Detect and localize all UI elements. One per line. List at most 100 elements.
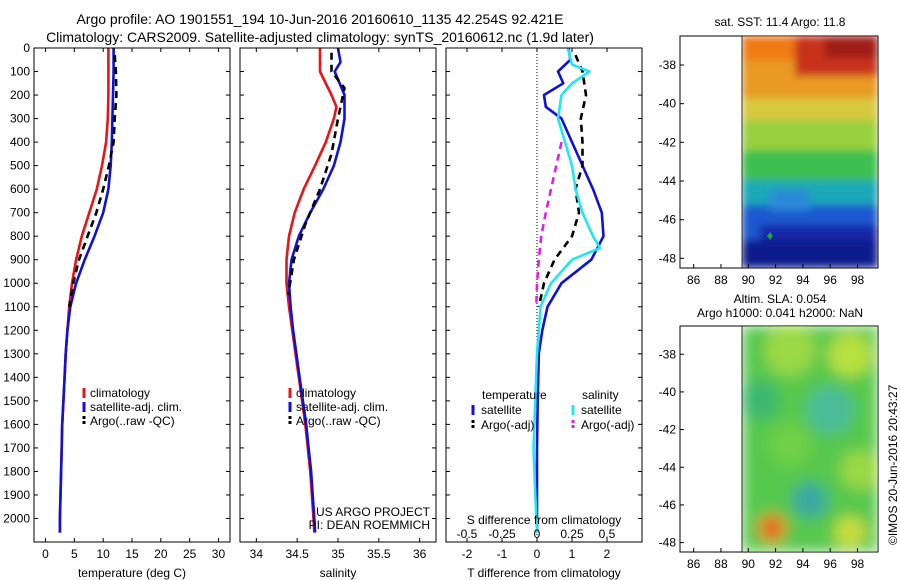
secondary-axis-label: S difference from climatology xyxy=(467,513,622,527)
series-line-climatology xyxy=(58,48,110,533)
legend-label: Argo(..raw -QC) xyxy=(296,414,381,428)
x-tick-label: 1 xyxy=(569,547,576,561)
y-tick-label: 900 xyxy=(10,253,30,267)
map-lat-label: -42 xyxy=(659,135,677,149)
x-tick-label: 10 xyxy=(96,547,110,561)
x-tick-label: 35.5 xyxy=(367,547,391,561)
x-axis-label: temperature (deg C) xyxy=(78,566,186,580)
x-tick-label: 35 xyxy=(331,547,345,561)
map-lat-label: -40 xyxy=(659,97,677,111)
legend-label: satellite xyxy=(581,403,622,417)
x-tick-label: 34 xyxy=(250,547,264,561)
secondary-tick-label: 0.25 xyxy=(560,527,584,541)
legend-label: climatology xyxy=(296,386,356,400)
x-tick-label: 36 xyxy=(413,547,427,561)
y-tick-label: 1100 xyxy=(4,300,30,314)
x-tick-label: 20 xyxy=(154,547,168,561)
map-lat-label: -40 xyxy=(659,385,677,399)
y-tick-label: 1400 xyxy=(3,370,30,384)
legend-label: climatology xyxy=(90,386,150,400)
x-tick-label: 15 xyxy=(125,547,139,561)
x-tick-label: 0 xyxy=(42,547,49,561)
series-line-salinity-argo-adj- xyxy=(535,141,563,307)
x-tick-label: 30 xyxy=(212,547,226,561)
series-line-climatology xyxy=(285,48,338,533)
panel-frame xyxy=(445,47,643,543)
map-lon-label: 92 xyxy=(769,557,783,571)
secondary-tick-label: -0.25 xyxy=(488,527,516,541)
series-line-satellite-adj-clim- xyxy=(287,48,346,533)
panel-frame xyxy=(33,47,231,543)
map-lon-label: 96 xyxy=(824,557,838,571)
y-tick-label: 400 xyxy=(10,135,30,149)
x-tick-label: 25 xyxy=(183,547,197,561)
secondary-tick-label: 0.5 xyxy=(599,527,616,541)
series-line-salinity-satellite xyxy=(532,48,602,533)
y-tick-label: 0 xyxy=(23,41,30,55)
y-tick-label: 1800 xyxy=(3,464,30,478)
map-lat-label: -44 xyxy=(659,174,677,188)
sla-title-1: Altim. SLA: 0.054 xyxy=(733,292,827,306)
series-line-temperature-argo-adj- xyxy=(537,54,588,308)
map-lat-label: -38 xyxy=(659,347,677,361)
legend-label: Argo(-adj) xyxy=(581,418,634,432)
pi-annotation: US ARGO PROJECT xyxy=(316,505,431,519)
argo-location-marker xyxy=(767,232,773,240)
map-lon-label: 86 xyxy=(687,273,701,287)
y-tick-label: 1600 xyxy=(3,417,30,431)
sst-title: sat. SST: 11.4 Argo: 11.8 xyxy=(714,15,846,29)
sst-map xyxy=(679,35,879,269)
y-tick-label: 300 xyxy=(10,112,30,126)
x-tick-label: 5 xyxy=(71,547,78,561)
map-lon-label: 88 xyxy=(714,273,728,287)
y-tick-label: 1500 xyxy=(3,394,30,408)
map-lat-label: -46 xyxy=(659,498,677,512)
x-tick-label: -1 xyxy=(497,547,508,561)
legend-title-temperature: temperature xyxy=(482,388,547,402)
credit-stamp: ©IMOS 20-Jun-2016 20:43:27 xyxy=(886,384,900,545)
map-lon-label: 96 xyxy=(824,273,838,287)
y-tick-label: 800 xyxy=(10,229,30,243)
map-lat-label: -44 xyxy=(659,460,677,474)
map-lat-label: -48 xyxy=(659,536,677,550)
series-line-argo-raw-qc- xyxy=(286,52,346,296)
map-lon-label: 90 xyxy=(742,557,756,571)
x-tick-label: 2 xyxy=(604,547,611,561)
sla-map xyxy=(679,325,879,553)
legend-label: satellite-adj. clim. xyxy=(296,400,388,414)
map-lon-label: 94 xyxy=(796,273,810,287)
series-line-argo-raw-qc- xyxy=(67,55,118,308)
legend-label: satellite-adj. clim. xyxy=(90,400,182,414)
x-tick-label: 34.5 xyxy=(285,547,309,561)
map-lat-label: -42 xyxy=(659,423,677,437)
legend-label: satellite xyxy=(481,403,522,417)
y-tick-label: 200 xyxy=(10,88,30,102)
legend-title-salinity: salinity xyxy=(582,388,619,402)
y-tick-label: 500 xyxy=(10,159,30,173)
x-axis-label: T difference from climatology xyxy=(467,566,621,580)
pi-annotation: PI: DEAN ROEMMICH xyxy=(309,518,430,532)
y-tick-label: 1000 xyxy=(3,276,30,290)
y-tick-label: 2000 xyxy=(3,511,30,525)
secondary-tick-label: 0 xyxy=(534,527,541,541)
y-tick-label: 1700 xyxy=(3,441,30,455)
header-line-1: Argo profile: AO 1901551_194 10-Jun-2016… xyxy=(76,11,564,27)
map-lon-label: 98 xyxy=(851,557,865,571)
y-tick-label: 100 xyxy=(10,65,30,79)
map-lat-label: -48 xyxy=(659,251,677,265)
secondary-tick-label: -0.5 xyxy=(457,527,478,541)
map-lat-label: -46 xyxy=(659,213,677,227)
x-tick-label: -2 xyxy=(462,547,473,561)
y-tick-label: 1300 xyxy=(3,347,30,361)
x-tick-label: 0 xyxy=(534,547,541,561)
y-tick-label: 1900 xyxy=(3,488,30,502)
y-tick-label: 700 xyxy=(10,206,30,220)
map-lat-label: -38 xyxy=(659,58,677,72)
x-axis-label: salinity xyxy=(320,566,357,580)
map-lon-label: 88 xyxy=(714,557,728,571)
map-lon-label: 98 xyxy=(851,273,865,287)
y-tick-label: 1200 xyxy=(3,323,30,337)
header-line-2: Climatology: CARS2009. Satellite-adjuste… xyxy=(46,29,594,45)
legend-label: Argo(..raw -QC) xyxy=(90,414,175,428)
